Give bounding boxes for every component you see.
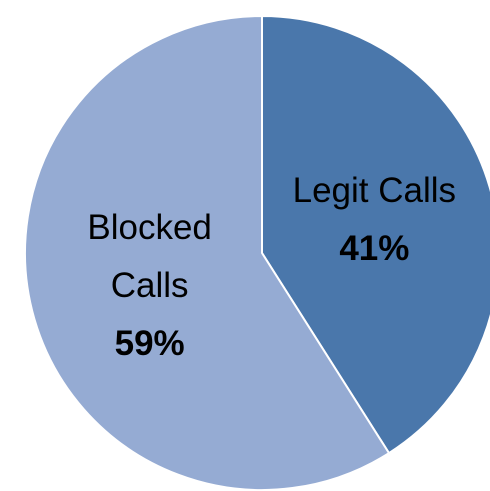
value-label: 59% <box>114 323 185 363</box>
value-label: 41% <box>339 229 410 269</box>
slice-label: Blocked Calls 59% <box>65 199 235 373</box>
category-label: Legit Calls <box>292 171 457 211</box>
slice-label: Legit Calls 41% <box>289 162 459 278</box>
pie-slice <box>24 14 391 491</box>
category-label: Blocked Calls <box>87 207 212 305</box>
